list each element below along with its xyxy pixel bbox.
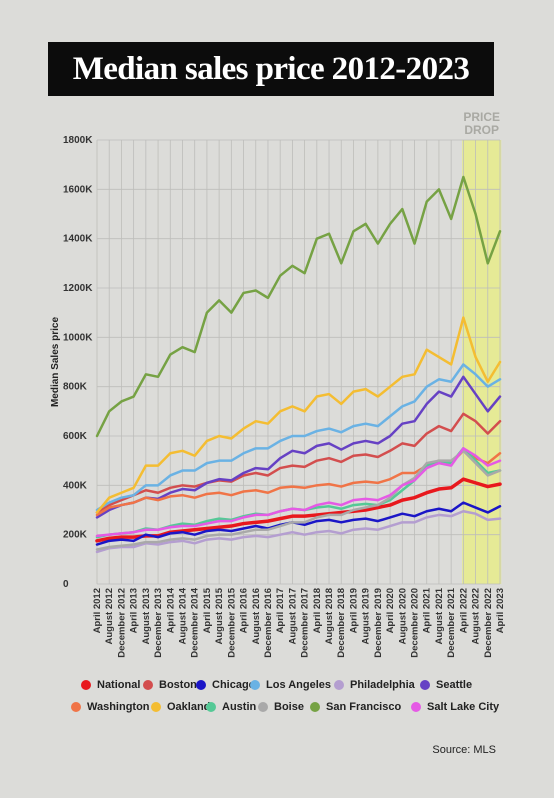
- x-tick-label: April 2015: [202, 587, 213, 633]
- y-tick-label: 1600K: [63, 184, 93, 195]
- legend-item-austin: Austin: [206, 701, 256, 713]
- chart-title: Median sales price 2012-2023: [72, 50, 470, 87]
- x-tick-label: April 2013: [129, 588, 140, 633]
- x-tick-label: December 2017: [300, 588, 311, 658]
- x-tick-label: December 2019: [373, 588, 384, 658]
- series-line-los-angeles: [95, 363, 502, 512]
- legend-swatch: [206, 702, 216, 712]
- x-tick-label: August 2015: [214, 587, 225, 644]
- x-tick-label: August 2013: [141, 588, 152, 645]
- source-note: Source: MLS: [432, 744, 496, 756]
- y-axis-label: Median Sales price: [50, 317, 61, 407]
- legend-label: Los Angeles: [266, 679, 331, 691]
- y-tick-label: 400K: [63, 480, 88, 491]
- title-banner: Median sales price 2012-2023: [48, 42, 494, 96]
- x-tick-label: December 2021: [446, 587, 457, 657]
- x-tick-label: August 2012: [104, 588, 115, 645]
- series-line-salt-lake-city: [95, 447, 502, 538]
- legend-swatch: [81, 680, 91, 690]
- legend-swatch: [71, 702, 81, 712]
- x-tick-label: December 2016: [263, 588, 274, 658]
- legend-item-boise: Boise: [258, 701, 304, 713]
- series-line-san-francisco: [95, 175, 502, 438]
- legend-label: Washington: [87, 701, 150, 713]
- x-tick-label: April 2018: [312, 588, 323, 633]
- price-drop-label-1: PRICE: [463, 110, 500, 124]
- x-tick-label: April 2023: [495, 588, 506, 633]
- price-drop-label-2: DROP: [464, 123, 499, 137]
- x-tick-label: April 2020: [385, 588, 396, 633]
- series-line-philadelphia: [95, 509, 502, 554]
- legend-label: Boston: [159, 679, 197, 691]
- legend-swatch: [420, 680, 430, 690]
- legend-label: Salt Lake City: [427, 701, 500, 713]
- legend-item-seattle: Seattle: [420, 679, 472, 691]
- legend-item-philadelphia: Philadelphia: [334, 679, 415, 691]
- legend-label: San Francisco: [326, 701, 402, 713]
- legend-label: Philadelphia: [350, 679, 415, 691]
- y-tick-label: 200K: [63, 530, 88, 541]
- x-tick-label: December 2015: [226, 587, 237, 657]
- y-tick-label: 800K: [63, 382, 88, 393]
- legend-label: National: [97, 679, 141, 691]
- legend-label: Seattle: [436, 679, 473, 691]
- x-tick-label: August 2020: [397, 588, 408, 645]
- legend-item-oakland: Oakland: [151, 701, 210, 713]
- x-tick-label: December 2012: [116, 588, 127, 658]
- x-tick-label: August 2017: [287, 588, 298, 645]
- legend-swatch: [411, 702, 421, 712]
- legend-item-boston: Boston: [143, 679, 197, 691]
- y-tick-label: 0: [63, 579, 69, 590]
- legend-label: Chicago: [212, 679, 256, 691]
- y-tick-label: 1200K: [63, 283, 93, 294]
- y-tick-label: 1400K: [63, 234, 93, 245]
- y-tick-label: 1800K: [63, 135, 93, 146]
- x-tick-label: December 2014: [190, 587, 201, 657]
- x-tick-label: December 2018: [336, 588, 347, 658]
- legend-swatch: [196, 680, 206, 690]
- legend-item-washington: Washington: [71, 701, 150, 713]
- x-tick-label: December 2013: [153, 588, 164, 658]
- x-tick-label: August 2022: [471, 588, 482, 645]
- legend-swatch: [310, 702, 320, 712]
- x-tick-label: August 2016: [251, 588, 262, 645]
- legend-label: Oakland: [167, 701, 211, 713]
- y-tick-label: 1000K: [63, 332, 93, 343]
- series-line-seattle: [95, 375, 502, 519]
- x-tick-label: April 2021: [422, 587, 433, 633]
- series-line-oakland: [95, 316, 502, 514]
- legend-swatch: [258, 702, 268, 712]
- x-tick-label: December 2022: [483, 588, 494, 658]
- x-tick-label: August 2018: [324, 588, 335, 645]
- y-tick-label: 600K: [63, 431, 88, 442]
- legend-item-san-francisco: San Francisco: [310, 701, 401, 713]
- x-tick-label: August 2019: [361, 588, 372, 645]
- legend-swatch: [151, 702, 161, 712]
- x-tick-label: April 2016: [239, 588, 250, 633]
- x-tick-label: December 2020: [410, 588, 421, 658]
- x-tick-label: April 2019: [348, 588, 359, 633]
- legend-item-los-angeles: Los Angeles: [250, 679, 331, 691]
- x-tick-label: April 2012: [92, 588, 103, 633]
- legend-item-national: National: [81, 679, 140, 691]
- legend-label: Boise: [274, 701, 304, 713]
- series-line-boise: [95, 449, 502, 551]
- legend-item-chicago: Chicago: [196, 679, 255, 691]
- series-line-boston: [95, 412, 502, 514]
- x-tick-label: August 2021: [434, 587, 445, 644]
- legend-swatch: [334, 680, 344, 690]
- x-tick-label: April 2014: [165, 587, 176, 633]
- legend-swatch: [250, 680, 260, 690]
- legend-swatch: [143, 680, 153, 690]
- x-tick-label: April 2022: [458, 588, 469, 633]
- x-tick-label: April 2017: [275, 588, 286, 633]
- x-tick-label: August 2014: [177, 587, 188, 644]
- legend-item-salt-lake-city: Salt Lake City: [411, 701, 499, 713]
- legend-label: Austin: [222, 701, 257, 713]
